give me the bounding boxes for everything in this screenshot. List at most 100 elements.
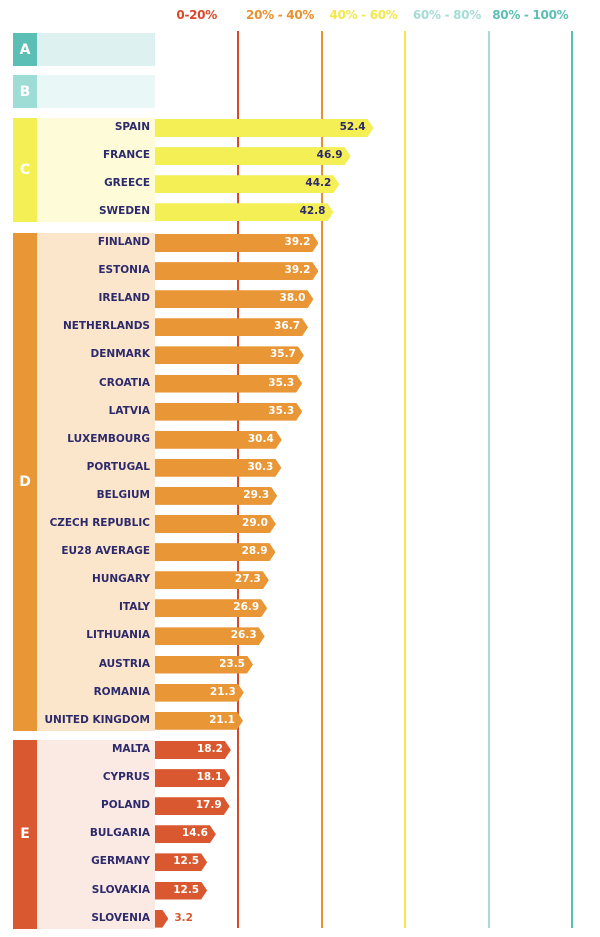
country-label: DENMARK [90,348,150,361]
country-label: SPAIN [114,121,150,133]
country-label: SLOVENIA [91,911,150,924]
band-gridline [237,31,240,928]
value-label: 12.5 [173,883,200,896]
bar [155,543,276,562]
country-label: FINLAND [97,236,150,248]
bar [155,769,231,788]
group-background [37,75,155,108]
bar [155,683,244,702]
country-label: SLOVAKIA [91,883,150,896]
value-label: 39.2 [284,236,311,248]
country-label: SWEDEN [99,205,150,218]
group-background [37,233,155,731]
country-label: AUSTRIA [98,657,150,670]
value-label: 39.2 [284,264,311,277]
band-header: 0-20% [176,8,217,22]
bar [155,909,169,928]
bar [155,515,276,533]
value-label: 30.3 [247,460,274,473]
country-label: BULGARIA [89,827,150,840]
country-label: LATVIA [108,404,150,417]
bar [155,203,334,222]
group-background [37,740,155,929]
group-letter: B [13,75,37,108]
country-label: POLAND [101,799,150,812]
country-label: ITALY [118,601,150,614]
country-label: CZECH REPUBLIC [49,517,150,529]
value-label: 3.2 [174,911,193,924]
bar [155,853,208,872]
bar [155,290,314,309]
value-label: 18.2 [196,743,223,755]
value-label: 46.9 [316,149,343,162]
value-label: 21.1 [209,713,235,726]
value-label: 35.3 [268,404,295,417]
value-label: 35.7 [269,348,296,361]
bar [155,262,319,281]
bar [155,234,319,252]
band-gridline [320,31,323,928]
bar [155,346,304,365]
bar [155,571,269,590]
bar [155,797,230,816]
country-label: UNITED KINGDOM [44,713,150,726]
band-gridline [571,31,573,928]
country-label: LUXEMBOURG [67,432,150,445]
band-gridline [404,31,407,928]
group-background [37,118,155,223]
bar [155,175,340,194]
value-label: 29.3 [243,488,270,501]
value-label: 28.9 [241,545,268,558]
value-label: 26.9 [233,601,260,614]
country-label: HUNGARY [92,573,150,586]
country-label: BELGIUM [96,488,150,501]
country-label: ROMANIA [93,685,150,698]
country-label: PORTUGAL [86,460,150,473]
group-letter: A [13,33,37,66]
bar [155,825,216,844]
bar [155,374,303,393]
group-letter: D [13,233,37,731]
bar [155,627,265,646]
value-label: 14.6 [181,827,208,840]
value-label: 23.5 [219,657,245,670]
bar [155,402,303,421]
value-label: 36.7 [274,320,301,333]
group-letter: E [13,740,37,929]
value-label: 18.1 [196,771,223,784]
band-header: 60% - 80% [412,8,481,22]
value-label: 38.0 [279,292,306,305]
bar [155,486,278,505]
bar [155,458,282,477]
value-label: 44.2 [305,177,332,190]
bar [155,881,208,900]
country-label: ESTONIA [98,264,150,277]
bar [155,147,351,166]
bar [155,599,268,618]
country-label: GREECE [104,177,150,190]
bar [155,711,243,730]
value-label: 30.4 [247,432,274,445]
country-label: CYPRUS [102,771,150,784]
band-header: 80% - 100% [492,8,569,22]
country-label: NETHERLANDS [62,320,150,333]
bar [155,430,282,449]
value-label: 12.5 [173,855,200,868]
value-label: 17.9 [195,799,222,812]
value-label: 35.3 [268,376,295,389]
bar [155,655,253,674]
bar [155,741,231,759]
group-background [37,33,155,66]
country-label: MALTA [111,743,150,755]
country-label: EU28 AVERAGE [61,545,150,558]
value-label: 27.3 [234,573,261,586]
band-header: 20% - 40% [246,8,315,22]
group-letter: C [13,118,37,223]
value-label: 42.8 [299,205,326,218]
country-label: LITHUANIA [86,629,150,642]
country-label: FRANCE [102,149,150,162]
value-label: 26.3 [230,629,257,642]
band-header: 40% - 60% [329,8,398,22]
value-label: 52.4 [339,121,366,133]
country-label: CROATIA [99,376,150,389]
